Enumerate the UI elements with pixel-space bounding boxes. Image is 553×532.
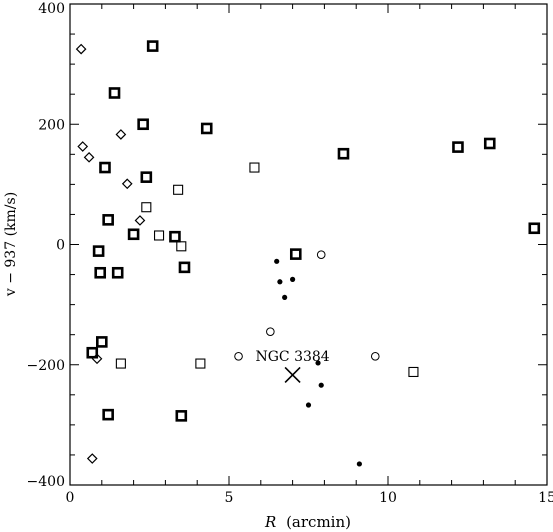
bold-square-point	[92, 245, 105, 257]
open-square-point	[153, 230, 165, 241]
bold-square-point	[200, 122, 213, 135]
bold-square-point	[140, 171, 153, 183]
diamond-point	[77, 141, 89, 152]
y-tick-label: −200	[27, 358, 65, 374]
bold-square-point	[337, 147, 350, 160]
diamond-point	[83, 151, 95, 163]
x-tick-label: 15	[538, 490, 553, 506]
diamond-point	[121, 178, 133, 190]
annotation-label: NGC 3384	[255, 349, 329, 365]
bold-square-point	[175, 410, 188, 422]
x-tick-label: 5	[225, 490, 234, 506]
open-circle-point	[234, 352, 243, 361]
y-tick-label: 200	[38, 117, 65, 133]
x-axis-var: R	[264, 513, 276, 531]
y-tick-label: 0	[56, 238, 65, 254]
bold-square-point	[111, 266, 124, 279]
open-circle-point	[370, 352, 380, 361]
bold-square-point	[146, 40, 159, 52]
filled-dot-point	[315, 360, 321, 366]
bold-square-point	[94, 266, 107, 279]
tick-labels: 0 5 10 15 −400 −200 0 200 400	[27, 1, 553, 506]
open-square-point	[141, 202, 152, 213]
x-axis-label: R (arcmin)	[264, 513, 351, 531]
filled-dot-point	[282, 294, 288, 301]
bold-square-point	[452, 141, 464, 153]
open-circle-point	[316, 250, 326, 260]
bold-square-point	[108, 87, 121, 99]
open-square-point	[195, 358, 206, 369]
open-square-point	[249, 162, 260, 173]
cross-marker	[284, 366, 301, 384]
open-square-point	[176, 241, 187, 252]
bold-square-point	[86, 346, 99, 359]
x-tick-label: 0	[66, 490, 75, 506]
open-square-point	[173, 184, 184, 195]
open-square-point	[115, 358, 126, 369]
y-axis-label: v − 937 (km/s)	[3, 192, 19, 297]
ngc3384-annotation: NGC 3384	[255, 349, 330, 384]
y-tick-label: −400	[27, 474, 65, 490]
filled-dot-point	[318, 382, 324, 388]
open-square-point	[408, 366, 419, 378]
diamond-point	[86, 453, 98, 464]
bold-square-point	[528, 222, 541, 235]
bold-square-point	[99, 161, 111, 174]
bold-square-point	[137, 118, 149, 131]
cross-stroke	[284, 366, 301, 384]
diamond-point	[115, 129, 127, 140]
bold-square-point	[102, 408, 114, 421]
bold-square-point	[289, 248, 302, 260]
bold-square-point	[127, 228, 140, 241]
filled-dot-point	[277, 279, 283, 285]
bold-square-point	[483, 137, 496, 150]
bold-square-point	[102, 214, 114, 226]
x-tick-label: 10	[379, 490, 397, 506]
bold-square-point	[178, 261, 191, 274]
diamond-point	[75, 43, 87, 55]
diamond-point	[91, 353, 103, 365]
x-axis-unit: (arcmin)	[286, 513, 351, 531]
filled-dot-point	[274, 258, 280, 264]
filled-dot-point	[290, 276, 296, 282]
open-circle-point	[266, 327, 275, 336]
bold-square-point	[169, 230, 181, 243]
filled-dot-point	[356, 461, 362, 467]
bold-square-point	[96, 336, 108, 348]
axis-ticks	[69, 3, 548, 486]
data-marks	[75, 40, 541, 467]
filled-dot-point	[305, 402, 312, 408]
y-tick-label: 400	[38, 1, 65, 17]
diamond-point	[134, 215, 146, 226]
plot-frame	[69, 3, 548, 486]
